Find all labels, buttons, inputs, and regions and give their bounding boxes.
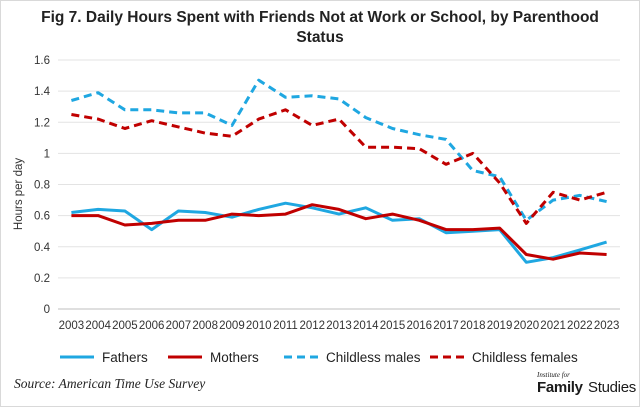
y-tick-label: 0.6 [34,211,50,223]
series-lines [70,78,608,264]
x-tick-label: 2009 [219,320,245,332]
chart-title: Fig 7. Daily Hours Spent with Friends No… [41,9,599,46]
y-tick-label: 1.6 [34,55,50,67]
x-tick-label: 2022 [567,320,593,332]
logo-family-text: Family [537,379,583,396]
legend-label: Childless males [326,350,421,365]
x-tick-label: 2011 [273,320,298,332]
legend: Fathers Mothers Childless males Childless f… [60,350,578,365]
legend-label: Mothers [210,350,259,365]
x-tick-label: 2010 [246,320,272,332]
y-tick-label: 0 [44,304,50,316]
legend-item-childless-males: Childless males [284,350,421,365]
legend-label: Fathers [102,350,148,365]
y-tick-label: 0.8 [34,180,50,192]
y-tick-labels: 0 0.2 0.4 0.6 0.8 1 1.2 1.4 1.6 [34,55,51,316]
x-tick-label: 2004 [85,320,111,332]
y-tick-label: 1.2 [34,117,50,129]
x-tick-label: 2007 [166,320,192,332]
x-tick-label: 2014 [353,320,379,332]
x-tick-label: 2021 [540,320,566,332]
y-tick-label: 1.4 [34,86,51,98]
x-tick-label: 2020 [514,320,540,332]
y-tick-label: 0.4 [34,242,51,254]
x-tick-label: 2023 [594,320,620,332]
legend-item-mothers: Mothers [168,350,259,365]
y-tick-label: 1 [44,148,50,160]
x-tick-label: 2003 [59,320,85,332]
x-tick-label: 2019 [487,320,513,332]
x-tick-label: 2016 [406,320,432,332]
series-line-childless-females [71,108,608,225]
logo-institute-text: Institute for [537,371,570,379]
legend-label: Childless females [472,350,578,365]
x-tick-label: 2013 [326,320,352,332]
x-tick-label: 2015 [380,320,406,332]
y-axis-label: Hours per day [13,158,25,230]
gridlines [58,59,620,310]
logo-studies-text: Studies [588,379,636,396]
series-line-childless-males [70,78,607,222]
legend-item-childless-females: Childless females [430,350,578,365]
ifs-logo: Institute for Family Studies [535,371,636,401]
legend-item-fathers: Fathers [60,350,148,365]
x-tick-label: 2012 [299,320,325,332]
x-tick-label: 2018 [460,320,486,332]
x-tick-label: 2017 [433,320,459,332]
x-tick-labels: 2003 2004 2005 2006 2007 2008 2009 2010 2011 2012… [59,320,620,332]
y-tick-label: 0.2 [34,273,50,285]
x-tick-label: 2005 [112,320,138,332]
source-note: Source: American Time Use Survey [14,376,206,391]
x-tick-label: 2008 [192,320,218,332]
x-tick-label: 2006 [139,320,165,332]
series-line-mothers [71,203,607,261]
